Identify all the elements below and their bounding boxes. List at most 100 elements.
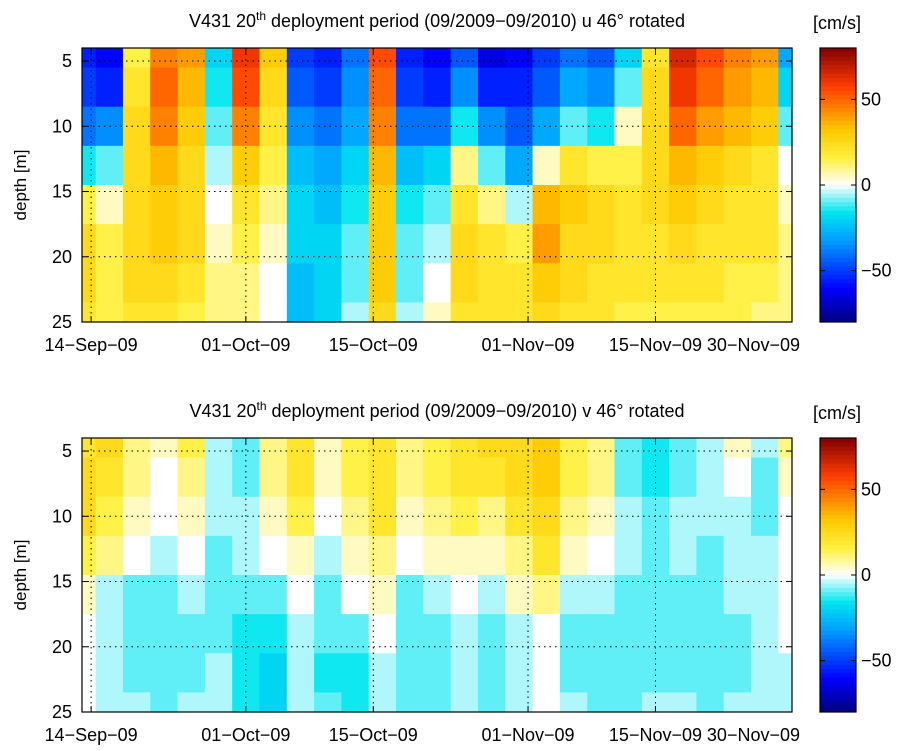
colorbar-segment [820, 480, 856, 486]
heatmap-cell [286, 302, 315, 323]
colorbar-segment [820, 532, 856, 537]
colorbar-segment [820, 549, 856, 555]
heatmap-cell [477, 67, 506, 108]
heatmap-cell [450, 145, 479, 186]
heatmap-cell [82, 185, 97, 225]
heatmap-cell [204, 692, 233, 713]
heatmap-cell [396, 496, 424, 537]
colorbar-segment [820, 112, 856, 117]
colorbar-segment [820, 677, 856, 683]
heatmap-cell [751, 302, 779, 323]
colorbar-segment [820, 193, 856, 199]
heatmap-cell [778, 692, 793, 713]
colorbar-segment [820, 497, 856, 503]
heatmap-cell [669, 692, 698, 713]
colorbar-segment [820, 583, 856, 589]
heatmap-cell [559, 575, 588, 615]
heatmap-cell [669, 438, 698, 459]
heatmap-cell [477, 653, 506, 694]
heatmap-cell [778, 575, 793, 615]
colorbar-segment [820, 73, 856, 79]
y-tick-label: 25 [52, 702, 72, 722]
colorbar-segment [820, 309, 856, 314]
colorbar-segment [820, 274, 856, 280]
colorbar-segment [820, 596, 856, 602]
colorbar-segment [820, 600, 856, 606]
heatmap-cell [505, 67, 534, 108]
heatmap-cell [532, 48, 561, 69]
colorbar-segment [820, 545, 856, 550]
heatmap-cell [368, 145, 397, 186]
colorbar-segment [820, 682, 856, 687]
heatmap-cell [286, 496, 315, 537]
heatmap-cell [450, 438, 479, 459]
colorbar-tick-label: 50 [861, 89, 881, 109]
colorbar-segment [820, 634, 856, 640]
colorbar-segment [820, 527, 856, 533]
heatmap-cell [396, 263, 424, 304]
colorbar-segment [820, 155, 856, 160]
heatmap-cell [532, 535, 561, 576]
heatmap-cell [286, 224, 315, 264]
heatmap-cell [477, 145, 506, 186]
colorbar-segment [820, 523, 856, 529]
heatmap-cell [641, 535, 670, 576]
heatmap-cell [587, 438, 616, 459]
heatmap-cell [82, 692, 97, 713]
heatmap-cell [669, 302, 698, 323]
heatmap-cell [450, 575, 479, 615]
heatmap-cell [286, 692, 315, 713]
heatmap-cell [150, 575, 179, 615]
heatmap-cell [396, 48, 424, 69]
heatmap-cell [341, 48, 370, 69]
heatmap-cell [368, 106, 397, 147]
heatmap-cell [341, 653, 370, 694]
heatmap-cell [614, 263, 643, 304]
colorbar-segment [820, 459, 856, 465]
heatmap-cell [532, 185, 561, 225]
heatmap-cell [286, 67, 315, 108]
colorbar-segment [820, 214, 856, 220]
heatmap-cell [259, 614, 288, 654]
heatmap-cell [450, 496, 479, 537]
colorbar-segment [820, 283, 856, 289]
colorbar-segment [820, 206, 856, 212]
colorbar-segment [820, 536, 856, 542]
colorbar-segment [820, 240, 856, 246]
heatmap-cell [450, 457, 479, 498]
heatmap-cell [450, 67, 479, 108]
colorbar-segment [820, 249, 856, 254]
heatmap-cell [751, 575, 779, 615]
heatmap-cell [95, 438, 124, 459]
heatmap-cell [95, 653, 124, 694]
heatmap-cell [423, 224, 452, 264]
colorbar-unit-label: [cm/s] [813, 13, 861, 33]
heatmap-cell [232, 48, 261, 69]
heatmap-cell [614, 575, 643, 615]
heatmap-cell [696, 145, 725, 186]
colorbar-segment [820, 163, 856, 169]
heatmap-cell [177, 614, 206, 654]
heatmap-cell [450, 692, 479, 713]
heatmap-cell [396, 302, 424, 323]
colorbar-segment [820, 442, 856, 448]
colorbar-segment [820, 703, 856, 709]
colorbar-segment [820, 515, 856, 520]
colorbar-segment [820, 56, 856, 62]
y-tick-label: 15 [52, 572, 72, 592]
colorbar-segment [820, 519, 856, 525]
heatmap-cell [723, 457, 752, 498]
heatmap-cell [95, 692, 124, 713]
heatmap-cell [778, 535, 793, 576]
heatmap-cell [341, 106, 370, 147]
heatmap-cell [204, 653, 233, 694]
heatmap-cell [122, 67, 151, 108]
colorbar-segment [820, 257, 856, 263]
heatmap-cell [396, 67, 424, 108]
colorbar-segment [820, 562, 856, 567]
heatmap-cell [150, 302, 179, 323]
heatmap-cell [669, 457, 698, 498]
heatmap-cell [396, 438, 424, 459]
heatmap-cell [532, 263, 561, 304]
heatmap-cell [177, 185, 206, 225]
